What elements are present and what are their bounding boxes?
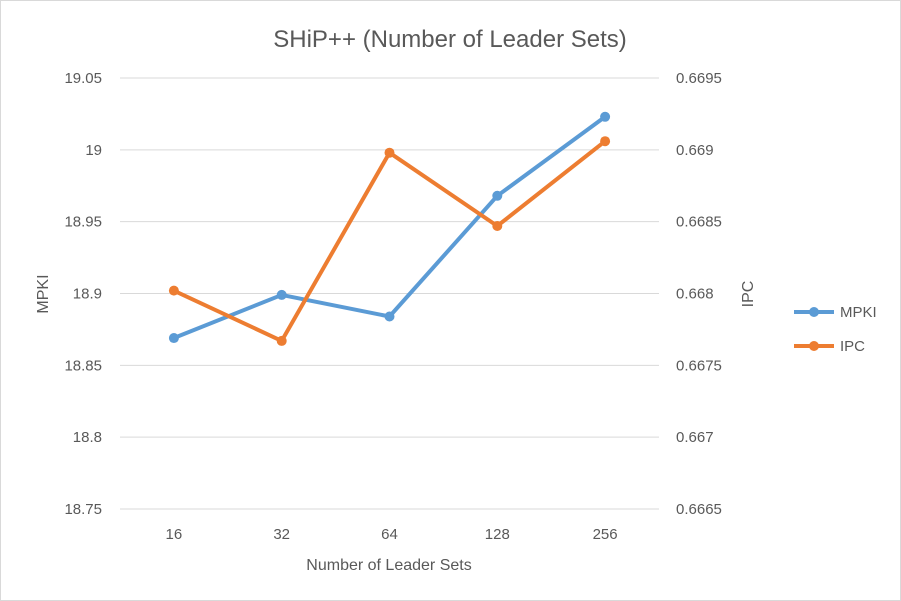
y2-tick-label: 0.6685 — [676, 214, 722, 231]
legend-marker — [809, 307, 819, 317]
data-point-mpki — [384, 311, 395, 322]
x-tick-label: 64 — [381, 526, 398, 543]
y2-tick-label: 0.6665 — [676, 501, 722, 518]
data-point-ipc — [600, 136, 611, 147]
data-point-mpki — [276, 289, 287, 300]
legend: MPKI IPC — [794, 304, 877, 355]
y2-tick-label: 0.669 — [676, 142, 714, 159]
data-point-ipc — [492, 220, 503, 231]
y-tick-label: 18.75 — [64, 501, 102, 518]
gridlines — [120, 77, 659, 510]
x-axis-title: Number of Leader Sets — [306, 557, 471, 574]
data-point-ipc — [276, 335, 287, 346]
y2-tick-label: 0.6695 — [676, 70, 722, 87]
y-axis-title: MPKI — [35, 274, 52, 313]
legend-item-ipc: IPC — [794, 338, 865, 355]
y-tick-label: 18.9 — [73, 286, 102, 303]
x-tick-label: 128 — [485, 526, 510, 543]
y2-axis-title: IPC — [740, 281, 757, 308]
x-tick-label: 256 — [593, 526, 618, 543]
y-tick-label: 18.85 — [64, 357, 102, 374]
right-axis-ticks: 0.6665 0.667 0.6675 0.668 0.6685 0.669 0.6695 — [676, 70, 722, 518]
data-point-mpki — [168, 333, 179, 344]
legend-label: MPKI — [840, 304, 877, 321]
chart-title: SHiP++ (Number of Leader Sets) — [273, 26, 627, 53]
legend-item-mpki: MPKI — [794, 304, 877, 321]
left-axis-ticks: 18.75 18.8 18.85 18.9 18.95 19 19.05 — [64, 70, 102, 518]
y-tick-label: 19.05 — [64, 70, 102, 87]
data-point-mpki — [600, 111, 611, 122]
y2-tick-label: 0.667 — [676, 429, 714, 446]
y2-tick-label: 0.6675 — [676, 357, 722, 374]
data-point-ipc — [168, 285, 179, 296]
x-tick-label: 32 — [273, 526, 290, 543]
y2-tick-label: 0.668 — [676, 286, 714, 303]
x-axis-ticks: 16 32 64 128 256 — [166, 526, 618, 543]
y-tick-label: 18.8 — [73, 429, 102, 446]
y-tick-label: 19 — [85, 142, 102, 159]
data-point-mpki — [492, 190, 503, 201]
series-lines — [168, 111, 611, 346]
data-point-ipc — [384, 147, 395, 158]
legend-label: IPC — [840, 338, 865, 355]
y-tick-label: 18.95 — [64, 214, 102, 231]
x-tick-label: 16 — [166, 526, 183, 543]
legend-marker — [809, 341, 819, 351]
